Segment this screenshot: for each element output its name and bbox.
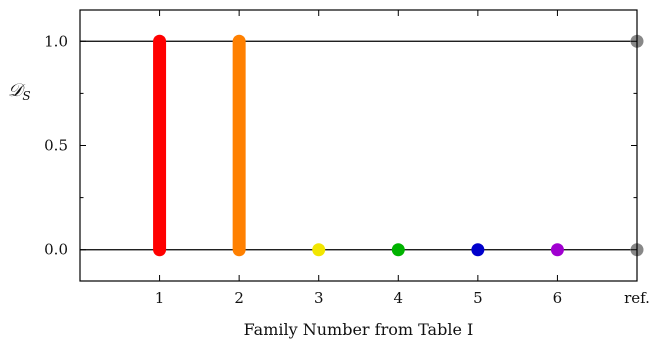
data-marks xyxy=(153,34,644,257)
x-tick-label: 4 xyxy=(394,289,404,307)
y-tick-label: 0.5 xyxy=(44,137,68,155)
tick-labels: 1 2 3 4 5 6 ref. 0.0 0.5 1.0 xyxy=(44,32,650,307)
y-axis-title-subscript: S xyxy=(22,89,30,103)
point-family-3 xyxy=(312,243,326,257)
x-tick-label: 5 xyxy=(473,289,483,307)
y-tick-label: 0.0 xyxy=(44,241,68,259)
axis-ticks xyxy=(80,10,638,281)
x-tick-label: 2 xyxy=(234,289,244,307)
point-family-6 xyxy=(550,243,564,257)
x-tick-label: 6 xyxy=(553,289,563,307)
x-tick-label: ref. xyxy=(624,289,650,307)
y-tick-label: 1.0 xyxy=(44,32,68,50)
point-family-4 xyxy=(391,243,405,257)
x-tick-label: 3 xyxy=(314,289,324,307)
reference-lines xyxy=(80,40,637,251)
point-family-5 xyxy=(471,243,485,257)
x-tick-label: 1 xyxy=(155,289,165,307)
y-axis-title-main: 𝒟 xyxy=(8,80,26,101)
y-axis-title: 𝒟S xyxy=(8,80,31,103)
x-axis-title: Family Number from Table I xyxy=(244,320,474,339)
